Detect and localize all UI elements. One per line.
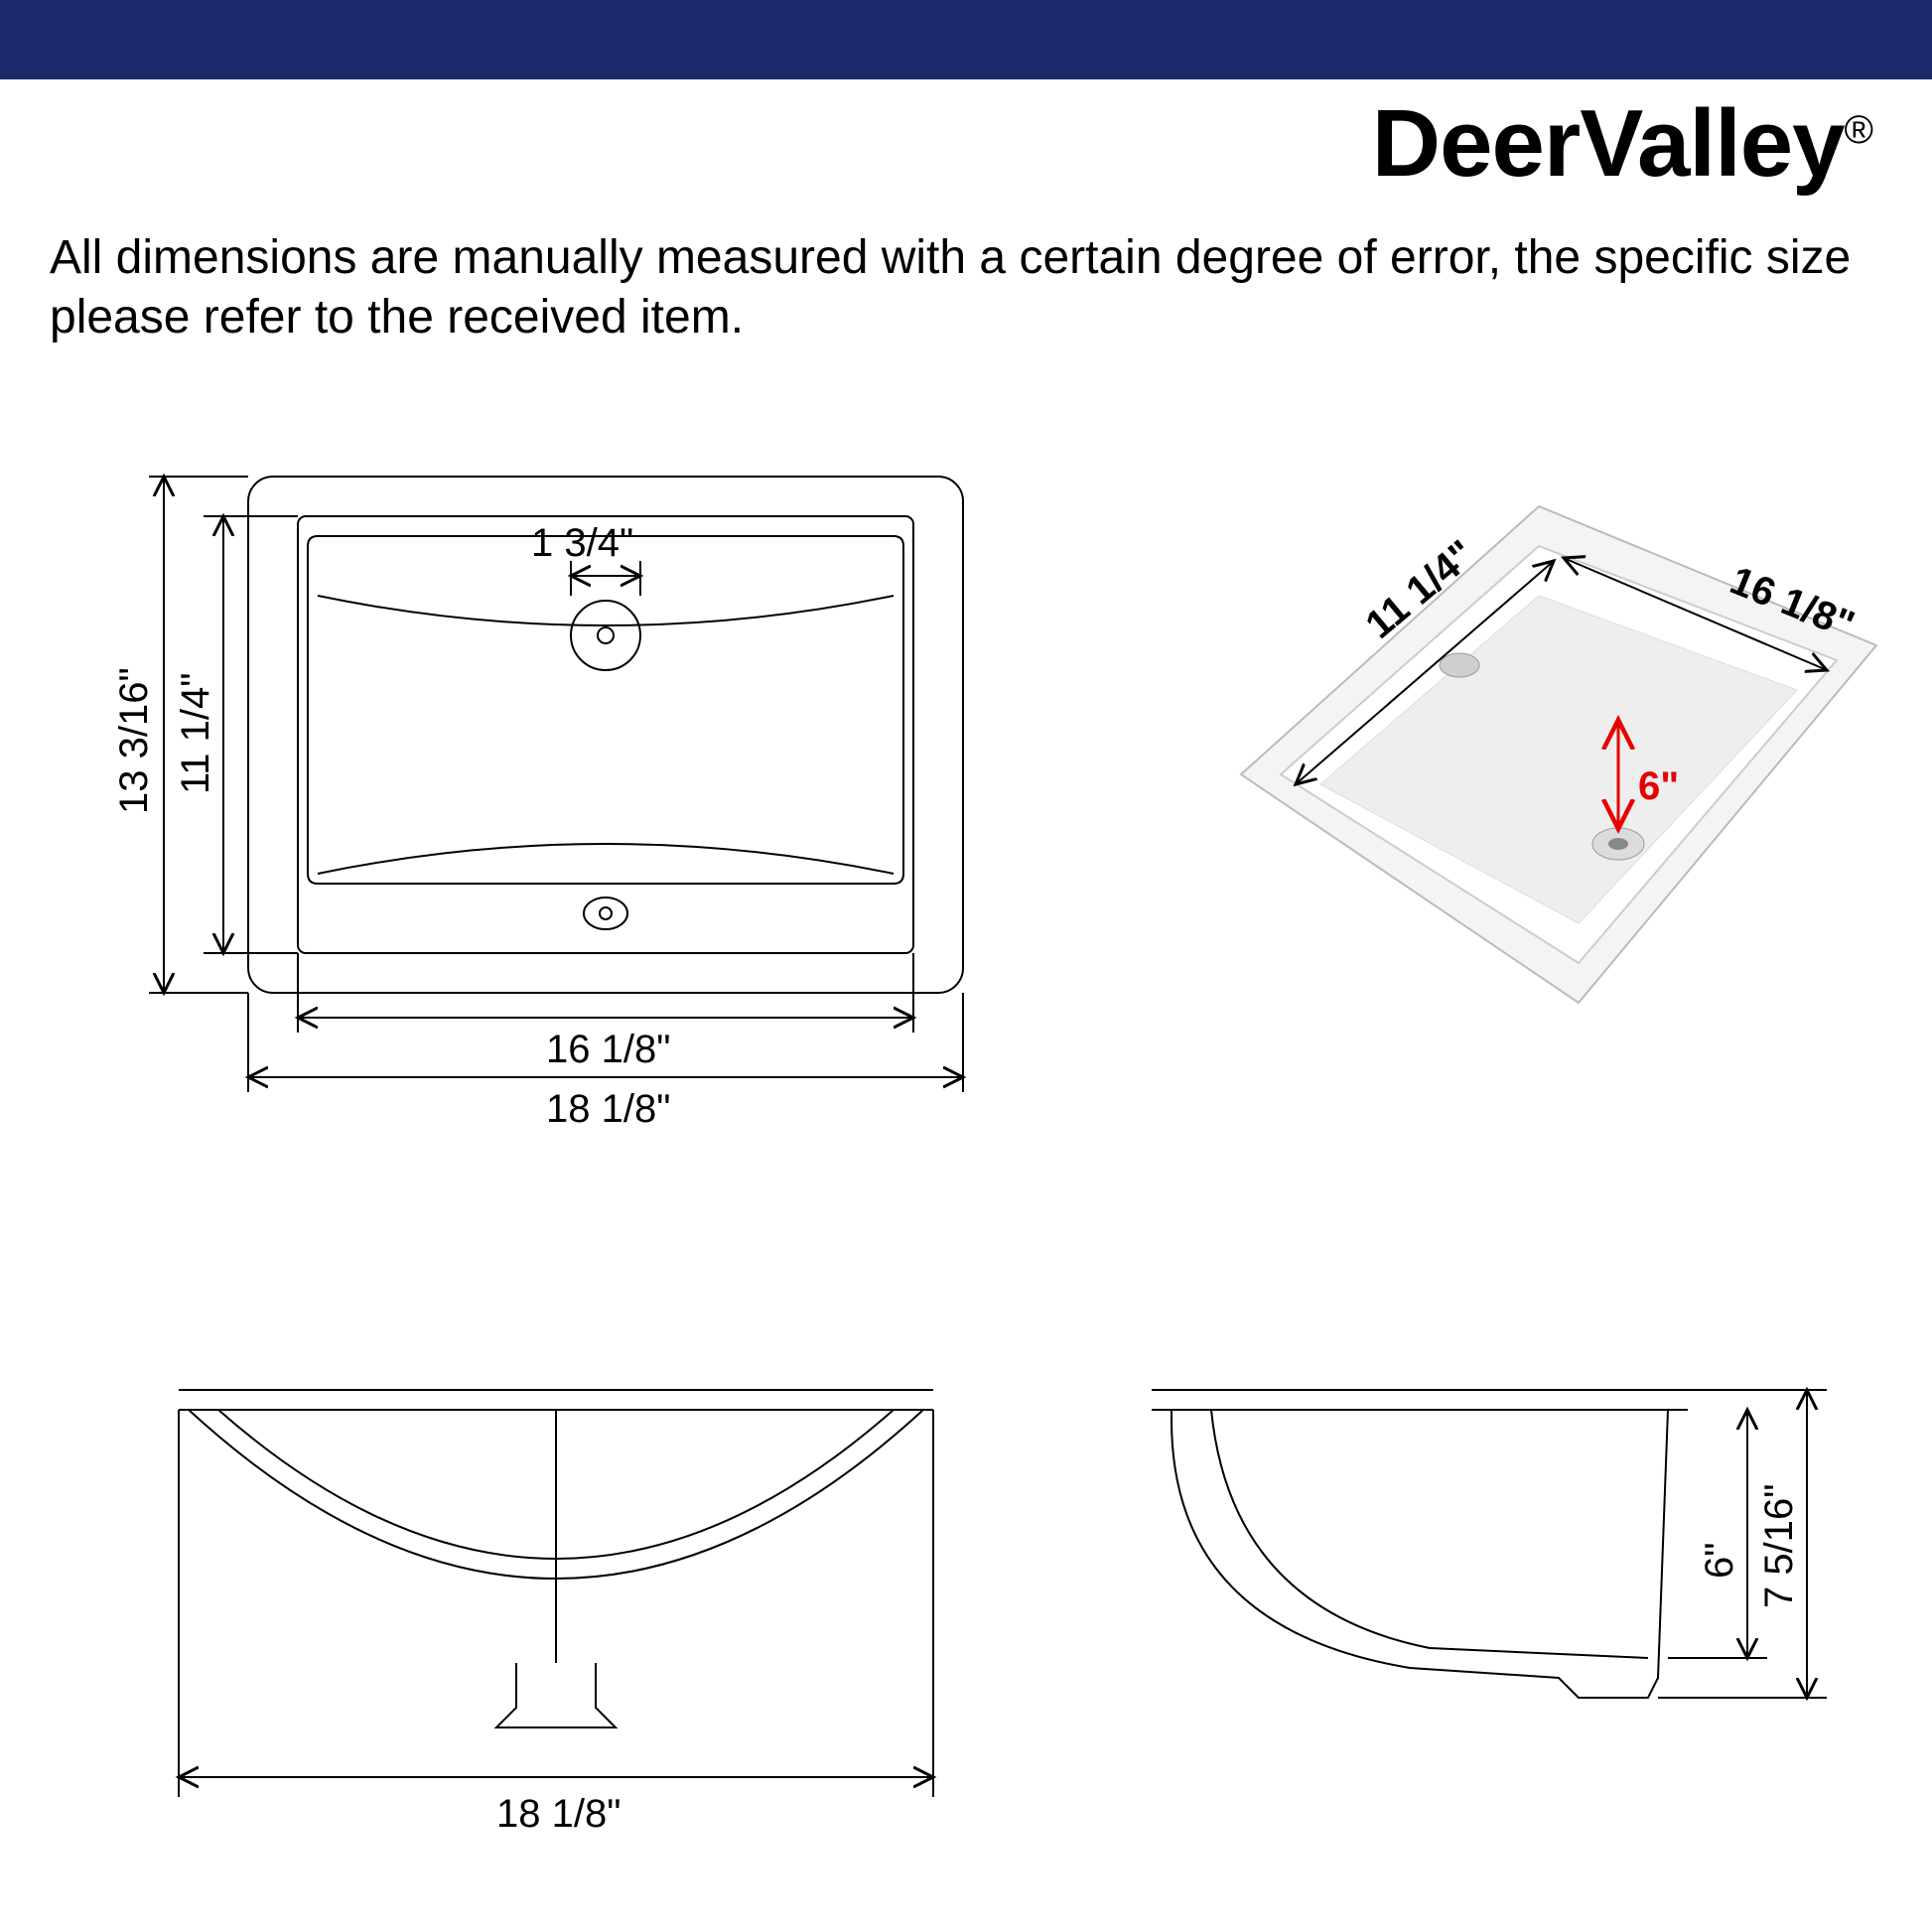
front-width-label: 18 1/8" [496, 1792, 621, 1836]
inner-width-label: 16 1/8" [546, 1028, 670, 1071]
top-view-diagram: 1 3/4" 11 1/4" 13 3/16" 16 1/8" 18 1/8" [40, 417, 1033, 1132]
outer-width-label: 18 1/8" [546, 1087, 670, 1131]
registered-mark: ® [1845, 108, 1872, 152]
drain-diameter-label: 1 3/4" [531, 521, 633, 565]
brand-logo: DeerValley® [1372, 89, 1872, 199]
side-overall-height-label: 7 5/16" [1757, 1484, 1801, 1608]
outer-height-label: 13 3/16" [112, 667, 156, 814]
brand-name: DeerValley [1372, 90, 1845, 197]
front-view-diagram: 18 1/8" [79, 1330, 1033, 1847]
side-view-diagram: 6" 7 5/16" [1092, 1330, 1906, 1847]
top-bar [0, 0, 1932, 79]
inner-height-label: 11 1/4" [174, 673, 217, 794]
side-bowl-depth-label: 6" [1698, 1543, 1741, 1579]
disclaimer-text: All dimensions are manually measured wit… [50, 228, 1872, 347]
persp-drain-offset-label: 6" [1638, 764, 1679, 808]
perspective-view-diagram: 11 1/4" 16 1/8" 6" [1112, 467, 1906, 1082]
